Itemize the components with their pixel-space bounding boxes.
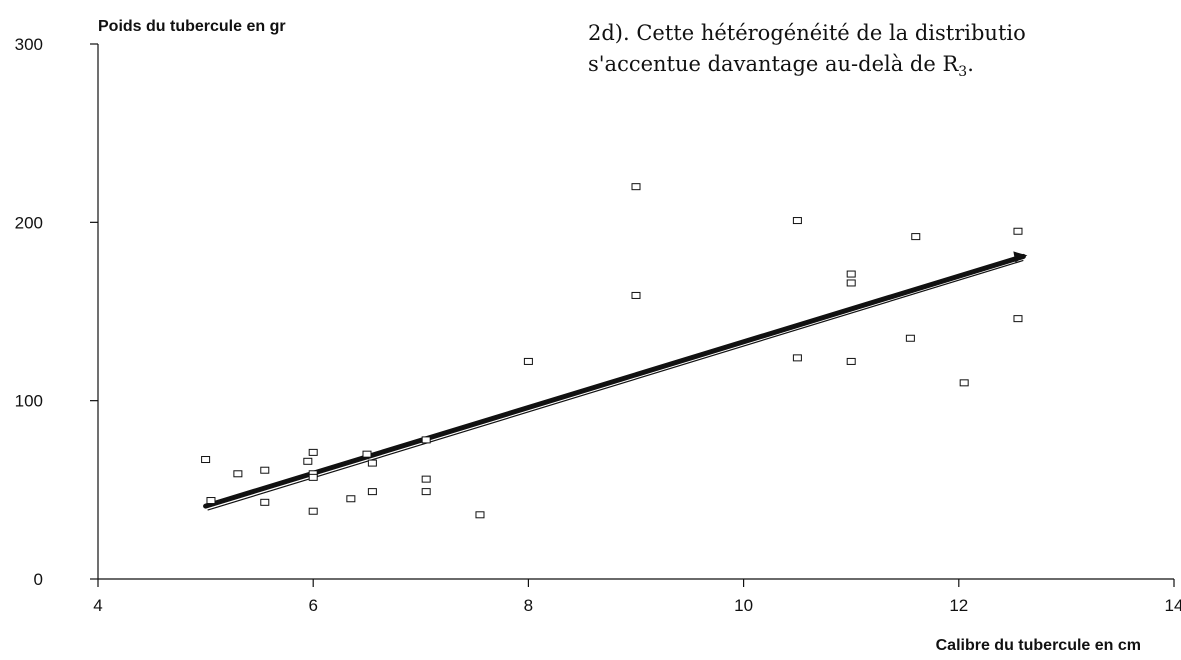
data-point bbox=[367, 459, 377, 467]
data-point bbox=[475, 511, 485, 519]
data-point bbox=[792, 354, 802, 362]
data-point bbox=[631, 291, 641, 299]
data-point bbox=[346, 495, 356, 503]
data-point bbox=[631, 183, 641, 191]
data-point bbox=[308, 507, 318, 515]
x-tick-label: 4 bbox=[93, 596, 102, 615]
data-point bbox=[846, 270, 856, 278]
x-tick-label: 8 bbox=[524, 596, 533, 615]
trend-line-band bbox=[203, 253, 1026, 509]
data-point bbox=[1013, 315, 1023, 323]
data-point bbox=[846, 357, 856, 365]
paragraph-line-2-suffix: . bbox=[967, 52, 974, 76]
x-tick-label: 14 bbox=[1165, 596, 1181, 615]
data-point bbox=[303, 457, 313, 465]
data-point bbox=[260, 466, 270, 474]
y-tick-label: 100 bbox=[15, 392, 43, 411]
data-point bbox=[959, 379, 969, 387]
y-axis-title: Poids du tubercule en gr bbox=[98, 18, 286, 35]
data-point bbox=[792, 217, 802, 225]
x-axis-ticks: 4 6 8 10 12 14 bbox=[93, 579, 1181, 615]
data-point bbox=[233, 470, 243, 478]
paragraph-line-2-prefix: s'accentue davantage au-delà de R bbox=[588, 52, 959, 76]
data-point bbox=[260, 498, 270, 506]
paragraph-line-2-subscript: 3 bbox=[958, 64, 967, 80]
x-axis-title: Calibre du tubercule en cm bbox=[936, 637, 1141, 654]
data-point bbox=[201, 456, 211, 464]
data-point bbox=[367, 488, 377, 496]
trend-line-group bbox=[203, 251, 1028, 511]
paragraph-line-1: 2d). Cette hétérogénéité de la distribut… bbox=[588, 21, 1026, 45]
y-tick-label: 200 bbox=[15, 213, 43, 232]
data-point bbox=[1013, 227, 1023, 235]
y-tick-label: 0 bbox=[34, 570, 43, 589]
paragraph-line-2: s'accentue davantage au-delà de R3. bbox=[588, 52, 974, 80]
x-tick-label: 12 bbox=[949, 596, 968, 615]
data-point bbox=[905, 334, 915, 342]
data-points bbox=[201, 183, 1023, 519]
x-tick-label: 10 bbox=[734, 596, 753, 615]
data-point bbox=[421, 488, 431, 496]
data-point bbox=[362, 450, 372, 458]
data-point bbox=[308, 448, 318, 456]
data-point bbox=[911, 233, 921, 241]
data-point bbox=[846, 279, 856, 287]
trend-line-lower-edge bbox=[207, 259, 1024, 511]
trend-line-arrowhead bbox=[1013, 251, 1028, 263]
data-point bbox=[206, 497, 216, 505]
data-point bbox=[308, 473, 318, 481]
data-point bbox=[523, 357, 533, 365]
data-point bbox=[421, 436, 431, 444]
y-axis-ticks: 0 100 200 300 bbox=[15, 35, 98, 589]
data-point bbox=[421, 475, 431, 483]
x-tick-label: 6 bbox=[308, 596, 317, 615]
y-tick-label: 300 bbox=[15, 35, 43, 54]
